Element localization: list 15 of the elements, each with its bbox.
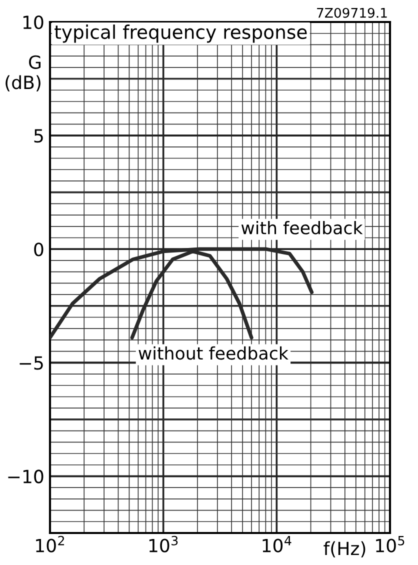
chart-title: typical frequency response <box>54 24 307 43</box>
x-tick-label: 10$^{3}$ <box>149 536 178 552</box>
y-tick-label: 5 <box>34 129 43 143</box>
x-tick-label: 10$^{4}$ <box>262 536 292 552</box>
y-tick-label: −5 <box>20 356 43 370</box>
x-tick-label: 10$^{5}$ <box>376 536 404 552</box>
y-tick-label: 10 <box>23 15 44 30</box>
series-label: with feedback <box>241 220 363 234</box>
x-axis-title: f(Hz) <box>324 541 366 558</box>
y-axis-title: G (dB) <box>6 55 41 92</box>
y-tick-label: −10 <box>8 470 44 484</box>
y-tick-label: 0 <box>34 242 44 256</box>
text: 7Z09719.1 <box>317 8 387 18</box>
series-label: without feedback <box>138 346 288 360</box>
x-tick-label: 10$^{2}$ <box>36 536 64 552</box>
